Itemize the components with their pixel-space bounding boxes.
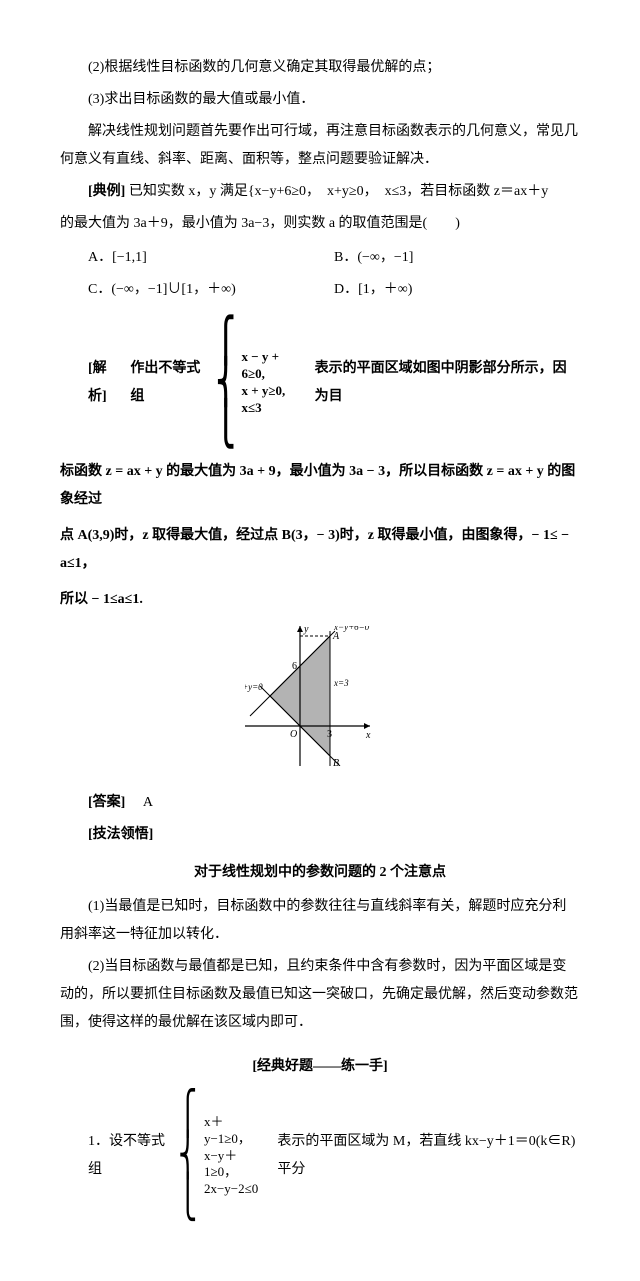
brace2-l2: x−y＋1≥0， — [204, 1148, 263, 1182]
brace-1: ⎧⎨⎩ x − y + 6≥0, x + y≥0, x≤3 — [210, 320, 301, 446]
svg-text:x−y+6=0: x−y+6=0 — [333, 626, 370, 632]
q1-pre: 1．设不等式组 — [88, 1128, 172, 1184]
brace1-l3: x≤3 — [241, 400, 300, 417]
analysis-post: 表示的平面区域如图中阴影部分所示，因为目 — [315, 355, 580, 411]
intro-paragraph: 解决线性规划问题首先要作出可行域，再注意目标函数表示的几何意义，常见几何意义有直… — [60, 118, 580, 174]
tips-label: [技法领悟] — [60, 821, 580, 849]
svg-text:A: A — [332, 631, 340, 642]
brace2-l3: 2x−y−2≤0 — [204, 1181, 263, 1198]
option-b: B．(−∞，−1] — [334, 244, 580, 272]
example-problem: [典例] 已知实数 x，y 满足{x−y+6≥0， x+y≥0， x≤3，若目标… — [60, 178, 580, 206]
practice-title: [经典好题——练一手] — [60, 1053, 580, 1081]
analysis-p2: 标函数 z = ax + y 的最大值为 3a + 9，最小值为 3a − 3，… — [60, 458, 580, 514]
svg-text:6: 6 — [292, 661, 297, 672]
brace-left-icon-2: ⎧⎨⎩ — [179, 1093, 198, 1219]
analysis-line-1: [解析] 作出不等式组 ⎧⎨⎩ x − y + 6≥0, x + y≥0, x≤… — [60, 320, 580, 446]
svg-text:O: O — [290, 729, 297, 740]
q1-line: 1．设不等式组 ⎧⎨⎩ x＋y−1≥0， x−y＋1≥0， 2x−y−2≤0 表… — [60, 1093, 580, 1219]
svg-text:B: B — [333, 758, 339, 766]
brace-2: ⎧⎨⎩ x＋y−1≥0， x−y＋1≥0， 2x−y−2≤0 — [172, 1093, 263, 1219]
svg-text:y: y — [303, 626, 309, 635]
example-label: [典例] — [88, 184, 125, 199]
answer-label: [答案] — [88, 795, 125, 810]
svg-text:x: x — [365, 730, 371, 741]
brace1-l1: x − y + 6≥0, — [241, 349, 300, 383]
options-block: A．[−1,1] B．(−∞，−1] C．(−∞，−1]∪[1，＋∞) D．[1… — [88, 244, 580, 308]
svg-text:3: 3 — [327, 729, 332, 740]
option-d: D．[1，＋∞) — [334, 276, 580, 304]
example-text-2: 的最大值为 3a＋9，最小值为 3a−3，则实数 a 的取值范围是( ) — [60, 210, 580, 238]
tips-title: 对于线性规划中的参数问题的 2 个注意点 — [60, 859, 580, 887]
analysis-p4: 所以 − 1≤a≤1. — [60, 586, 580, 614]
brace2-l1: x＋y−1≥0， — [204, 1114, 263, 1148]
feasible-region-figure: y x O A B 6 3 x+y=0 x=3 x−y+6=0 — [60, 626, 580, 777]
option-a: A．[−1,1] — [88, 244, 334, 272]
brace-left-icon: ⎧⎨⎩ — [216, 320, 235, 446]
example-text: 已知实数 x，y 满足{x−y+6≥0， x+y≥0， x≤3，若目标函数 z＝… — [129, 184, 548, 199]
svg-text:x+y=0: x+y=0 — [245, 682, 263, 692]
tips-p1: (1)当最值是已知时，目标函数中的参数往往与直线斜率有关，解题时应充分利用斜率这… — [60, 893, 580, 949]
analysis-label: [解析] — [88, 355, 123, 411]
option-c: C．(−∞，−1]∪[1，＋∞) — [88, 276, 334, 304]
analysis-pre: 作出不等式组 — [130, 355, 210, 411]
tips-p2: (2)当目标函数与最值都是已知，且约束条件中含有参数时，因为平面区域是变动的，所… — [60, 953, 580, 1037]
analysis-p3: 点 A(3,9)时，z 取得最大值，经过点 B(3，− 3)时，z 取得最小值，… — [60, 522, 580, 578]
q1-post: 表示的平面区域为 M，若直线 kx−y＋1＝0(k∈R)平分 — [277, 1128, 580, 1184]
step-3: (3)求出目标函数的最大值或最小值． — [60, 86, 580, 114]
svg-text:x=3: x=3 — [333, 678, 349, 688]
brace1-l2: x + y≥0, — [241, 383, 300, 400]
answer-value: A — [143, 795, 153, 810]
answer-line: [答案] A — [60, 789, 580, 817]
step-2: (2)根据线性目标函数的几何意义确定其取得最优解的点； — [60, 54, 580, 82]
